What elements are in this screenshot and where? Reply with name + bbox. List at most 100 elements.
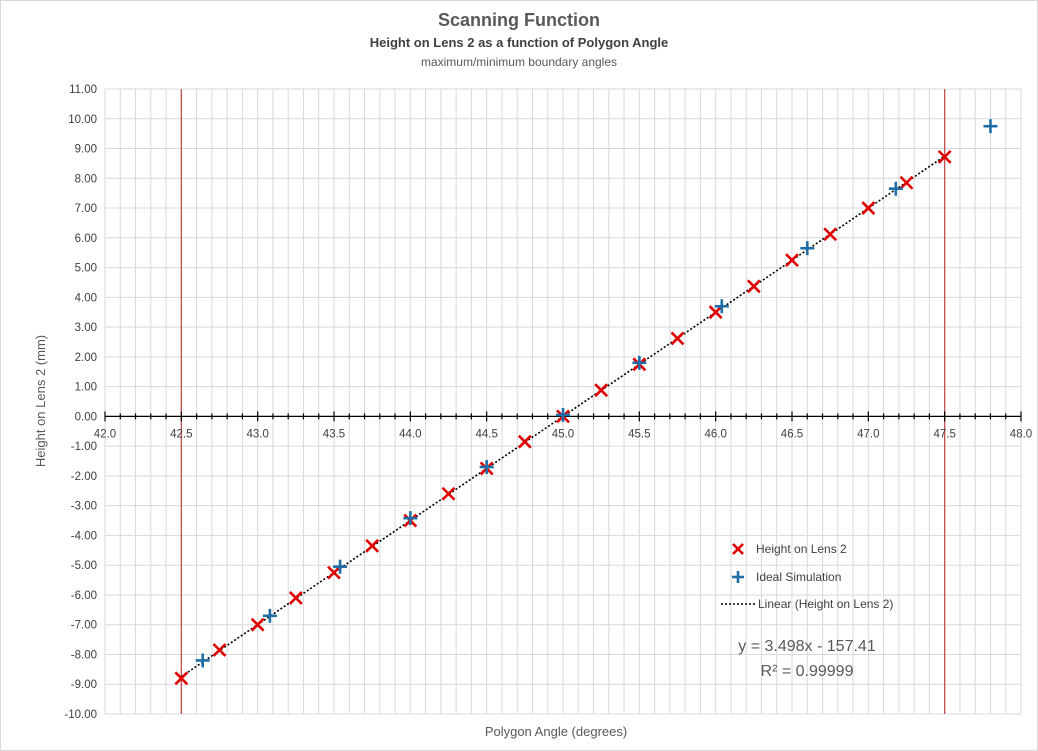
legend-marker-height: [732, 543, 744, 555]
x-marker-stroke: [732, 543, 744, 555]
legend-entry-label: Linear (Height on Lens 2): [758, 597, 893, 611]
height-on-lens-2-point: [785, 253, 799, 268]
x-marker-stroke: [288, 591, 303, 605]
boundary-lines: [180, 89, 946, 714]
height-on-lens-2-point: [288, 591, 303, 605]
x-tick-label: 44.0: [399, 428, 421, 440]
chart-title: Scanning Function: [438, 10, 600, 30]
chart-subtitle-secondary: maximum/minimum boundary angles: [421, 55, 617, 69]
ideal-simulation-point: [714, 299, 729, 314]
x-axis-label: Polygon Angle (degrees): [485, 724, 627, 739]
y-tick-label: -8.00: [71, 649, 97, 661]
y-tick-label: 2.00: [75, 352, 97, 364]
ideal-simulation-point: [800, 241, 815, 256]
ideal-simulation-point: [262, 608, 277, 623]
x-marker-stroke: [861, 201, 876, 215]
x-marker-stroke: [823, 227, 838, 242]
height-on-lens-2-point: [861, 201, 876, 215]
legend: Height on Lens 2 Ideal Simulation Linear (…: [721, 542, 893, 611]
x-marker-stroke: [441, 486, 456, 501]
y-tick-label: 4.00: [75, 292, 97, 304]
y-axis: 11.00 10.00 9.00 8.00 7.00 6.00 5.00 4.00 3.00 2.…: [64, 84, 97, 721]
height-on-lens-2-point: [327, 565, 341, 580]
ideal-simulation-point: [888, 181, 903, 196]
y-tick-label: 9.00: [75, 144, 97, 156]
ideal-simulation-point: [479, 459, 494, 474]
legend-entry-label: Ideal Simulation: [756, 570, 841, 584]
x-marker-stroke: [594, 383, 609, 398]
height-on-lens-2-point: [746, 279, 761, 294]
ideal-simulation-point: [632, 355, 647, 370]
ideal-simulation-point: [195, 653, 210, 668]
x-marker-stroke: [746, 279, 761, 294]
y-axis-label: Height on Lens 2 (mm): [33, 335, 48, 467]
height-on-lens-2-point: [670, 331, 685, 346]
y-tick-label: 7.00: [75, 203, 97, 215]
x-tick-label: 48.0: [1010, 428, 1032, 440]
x-tick-label: 43.5: [323, 428, 345, 440]
y-tick-label: 8.00: [75, 173, 97, 185]
height-on-lens-2-point: [708, 305, 723, 320]
y-tick-label: 0.00: [75, 411, 97, 423]
height-on-lens-2-point: [899, 175, 914, 190]
y-tick-label: 1.00: [75, 382, 97, 394]
y-tick-label: -9.00: [71, 679, 97, 691]
x-tick-label: 47.5: [933, 428, 955, 440]
ideal-simulation-point: [983, 119, 998, 134]
x-marker-stroke: [937, 149, 952, 164]
height-on-lens-2-point: [174, 671, 189, 686]
height-on-lens-2-point: [823, 227, 838, 242]
y-tick-label: 11.00: [69, 84, 97, 96]
height-on-lens-2-point: [441, 486, 456, 501]
x-marker-stroke: [250, 617, 265, 632]
x-tick-label: 43.0: [246, 428, 268, 440]
data-series: [174, 119, 998, 686]
y-tick-label: -10.00: [64, 709, 97, 721]
x-marker-stroke: [670, 331, 685, 346]
ideal-simulation-point: [556, 407, 570, 422]
trendline-equation: y = 3.498x - 157.41: [738, 638, 876, 655]
height-on-lens-2-point: [517, 434, 532, 449]
x-tick-label: 46.5: [781, 428, 803, 440]
height-on-lens-2-point: [365, 538, 380, 553]
x-marker-stroke: [899, 175, 914, 190]
chart-subtitle: Height on Lens 2 as a function of Polygo…: [370, 35, 669, 50]
x-tick-label: 44.5: [475, 428, 497, 440]
x-tick-label: 45.0: [552, 428, 574, 440]
height-on-lens-2-point: [212, 643, 227, 657]
y-tick-label: 6.00: [75, 233, 97, 245]
legend-entry-label: Height on Lens 2: [756, 542, 847, 556]
grid: [104, 88, 1022, 715]
x-tick-label: 47.0: [857, 428, 879, 440]
x-tick-label: 42.5: [170, 428, 192, 440]
x-marker-stroke: [517, 434, 532, 449]
x-tick-label: 45.5: [628, 428, 650, 440]
ideal-simulation-point: [333, 559, 348, 574]
x-marker-stroke: [365, 538, 380, 553]
height-on-lens-2-point: [594, 383, 609, 398]
y-tick-label: -6.00: [71, 590, 97, 602]
x-tick-label: 46.0: [704, 428, 726, 440]
y-tick-label: 10.00: [68, 114, 97, 126]
x-marker-stroke: [708, 305, 723, 320]
y-tick-label: 5.00: [75, 263, 97, 275]
y-tick-label: -3.00: [71, 501, 97, 513]
x-marker-stroke: [785, 253, 799, 268]
y-tick-label: -7.00: [71, 620, 97, 632]
x-marker-stroke: [212, 643, 227, 657]
y-tick-label: -5.00: [71, 560, 97, 572]
y-tick-label: -1.00: [71, 441, 97, 453]
x-marker-stroke: [174, 671, 189, 686]
y-tick-label: -4.00: [71, 530, 97, 542]
y-tick-label: 3.00: [75, 322, 97, 334]
ideal-simulation-point: [403, 511, 418, 526]
height-on-lens-2-point: [250, 617, 265, 632]
x-tick-labels: 42.0 42.5 43.0 43.5 44.0 44.5 45.0 45.5 46.0 46.5…: [94, 428, 1032, 440]
x-tick-label: 42.0: [94, 428, 116, 440]
x-marker-stroke: [327, 565, 341, 580]
legend-marker-ideal: [732, 571, 744, 583]
r-squared-value: R² = 0.99999: [761, 663, 854, 680]
height-on-lens-2-point: [937, 149, 952, 164]
